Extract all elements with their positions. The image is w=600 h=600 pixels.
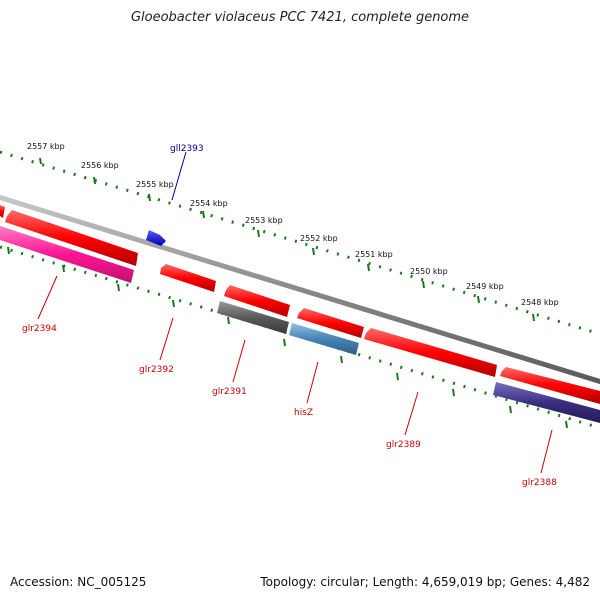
gene-red-upper[interactable] [5,210,138,266]
inner-ruler [0,245,600,430]
gene-red-hisZ-partner[interactable] [297,308,364,338]
gene-red-mid[interactable] [224,285,290,317]
gene-labels: gll2393 glr2394 glr2392 glr2391 hisZ glr… [22,144,557,488]
genome-backbone [0,194,600,385]
gene-glr2394[interactable] [0,226,134,283]
kbp-tick-label: 2549 kbp [466,282,504,291]
gene-label-glr2392: glr2392 [139,365,174,375]
topology-text: Topology: circular; Length: 4,659,019 bp… [260,575,590,589]
gene-hisZ[interactable] [289,323,359,355]
gene-glr2388[interactable] [493,382,600,423]
accession-text: Accession: NC_005125 [10,575,147,589]
outer-ruler [0,150,600,336]
gene-label-hisZ: hisZ [294,408,313,418]
gene-label-glr2394: glr2394 [22,324,57,334]
gene-glr2392[interactable] [160,264,216,292]
inner-ruler-major-ticks [7,246,568,429]
kbp-tick-label: 2554 kbp [190,199,228,208]
kbp-tick-label: 2550 kbp [410,267,448,276]
leader-lines [37,151,553,474]
gene-gll2393[interactable] [146,230,166,246]
kbp-tick-label: 2553 kbp [245,216,283,225]
kbp-tick-label: 2551 kbp [355,250,393,259]
gene-label-glr2388: glr2388 [522,478,557,488]
kbp-tick-label: 2555 kbp [136,180,174,189]
gene-label-gll2393: gll2393 [170,144,204,154]
kbp-tick-label: 2548 kbp [521,298,559,307]
gene-label-glr2389: glr2389 [386,440,421,450]
map-title: Gloeobacter violaceus PCC 7421, complete… [130,10,470,25]
outer-ruler-major-ticks [39,157,535,322]
kbp-tick-labels: 2557 kbp 2556 kbp 2555 kbp 2554 kbp 2553… [27,142,559,307]
gene-glr2391[interactable] [217,301,289,334]
kbp-tick-label: 2552 kbp [300,234,338,243]
gene-partial-left[interactable] [0,205,5,218]
kbp-tick-label: 2556 kbp [81,161,119,170]
gene-glr2388-upper[interactable] [500,367,600,404]
gene-glr2389[interactable] [364,328,497,377]
kbp-tick-label: 2557 kbp [27,142,65,151]
gene-label-glr2391: glr2391 [212,387,247,397]
